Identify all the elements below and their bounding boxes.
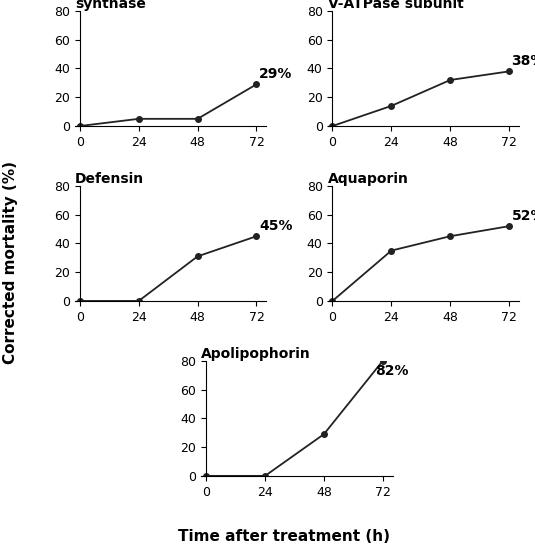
Text: V-ATPase subunit: V-ATPase subunit: [327, 0, 463, 11]
Text: Apolipophorin: Apolipophorin: [201, 347, 311, 361]
Text: 38%: 38%: [511, 55, 535, 68]
Text: 45%: 45%: [259, 219, 293, 234]
Text: 52%: 52%: [511, 210, 535, 223]
Text: Aquaporin: Aquaporin: [327, 172, 408, 186]
Text: Time after treatment (h): Time after treatment (h): [178, 529, 389, 544]
Text: Trehalose-6-
phosphate
synthase: Trehalose-6- phosphate synthase: [75, 0, 172, 11]
Text: Corrected mortality (%): Corrected mortality (%): [3, 161, 18, 364]
Text: 29%: 29%: [259, 67, 292, 82]
Text: 82%: 82%: [376, 364, 409, 378]
Text: Defensin: Defensin: [75, 172, 144, 186]
